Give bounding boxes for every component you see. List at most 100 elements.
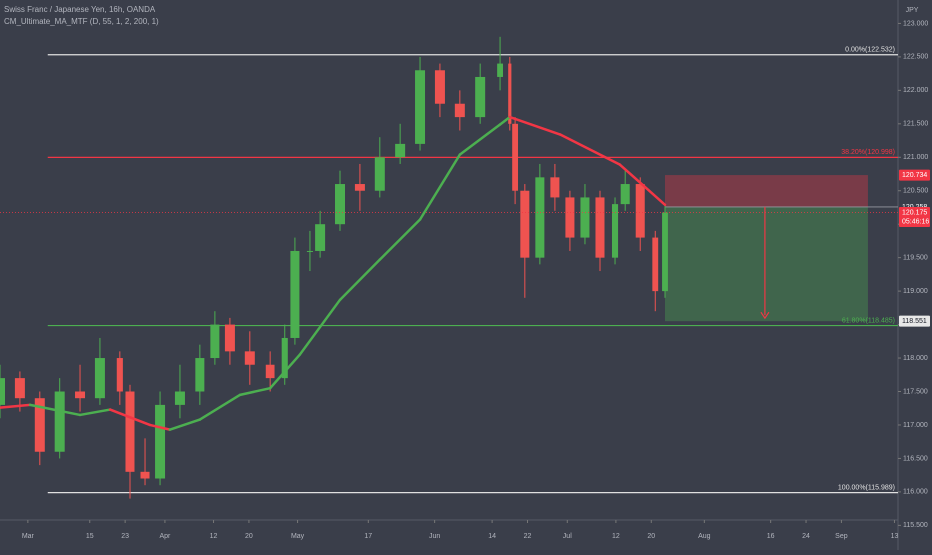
x-tick-label: Sep (835, 533, 848, 540)
fib-label: 100.00%(115.989) (838, 484, 895, 491)
x-tick-label: 24 (802, 533, 810, 540)
x-tick-label: 12 (612, 533, 620, 540)
arrow-head (760, 311, 770, 320)
candle-body (520, 190, 530, 258)
candle-body (374, 157, 385, 191)
x-tick-label: Jul (563, 533, 572, 540)
moving-average (378, 218, 422, 261)
moving-average (298, 298, 342, 356)
x-tick-label: 12 (210, 533, 218, 540)
x-tick-label: Mar (22, 533, 35, 540)
candle-body (224, 324, 235, 352)
stop-zone (664, 175, 868, 207)
candle-body (395, 143, 406, 158)
price-label-box (899, 315, 930, 327)
candle-body (475, 76, 486, 118)
candle-body (434, 70, 445, 104)
price-label-box (899, 169, 930, 181)
moving-average (498, 115, 512, 126)
y-tick-label: 121.000 (903, 154, 928, 161)
moving-average (0, 403, 32, 409)
candle-body (512, 123, 519, 191)
price-label: 120.175 (902, 209, 927, 216)
x-tick-label: Jun (429, 533, 440, 540)
candle-body (662, 212, 668, 292)
x-tick-label: Apr (159, 533, 171, 540)
moving-average (78, 408, 112, 417)
y-tick-label: 121.500 (903, 121, 928, 128)
y-tick-label: 117.500 (903, 388, 928, 395)
candle-body (611, 204, 619, 258)
fib-label: 61.80%(118.485) (842, 317, 895, 324)
candle-body (195, 358, 205, 392)
candle-body (454, 103, 465, 118)
price-label: 120.734 (902, 172, 927, 179)
moving-average (28, 403, 82, 417)
candle-body (354, 184, 365, 191)
x-tick-label: 20 (245, 533, 253, 540)
moving-average (418, 153, 462, 221)
countdown-label: 05:46:16 (902, 218, 929, 225)
candle-body (535, 177, 545, 258)
candle-body (75, 391, 86, 399)
moving-average (108, 408, 152, 427)
indicator-label: CM_Ultimate_MA_MTF (D, 55, 1, 2, 200, 1) (4, 17, 159, 26)
candle-body (281, 337, 288, 379)
candle-body (54, 391, 65, 452)
candle-body (94, 358, 105, 399)
x-tick-label: 15 (86, 533, 94, 540)
y-tick-label: 122.500 (903, 54, 928, 61)
y-tick-label: 116.500 (903, 455, 928, 462)
x-tick-label: 17 (364, 533, 372, 540)
candle-body (335, 184, 346, 225)
x-tick-label: 20 (647, 533, 655, 540)
x-tick-label: 13 (891, 533, 899, 540)
candle-body (155, 404, 166, 479)
y-tick-label: 116.000 (903, 489, 928, 496)
price-label: 118.551 (902, 318, 927, 325)
candle-body (34, 398, 45, 452)
candle-body (652, 237, 659, 292)
y-tick-label: 120.500 (903, 188, 928, 195)
candle-body (497, 63, 503, 77)
x-tick-label: 23 (121, 533, 129, 540)
fib-label: 38.20%(120.998) (841, 149, 895, 156)
candle-body (315, 224, 326, 251)
y-tick-label: 123.000 (903, 20, 928, 27)
candle-body (265, 364, 275, 379)
candle-body (595, 197, 605, 258)
candle-body (290, 250, 300, 338)
candle-body (140, 471, 150, 479)
candle-body (306, 250, 313, 252)
moving-average (168, 418, 202, 431)
x-tick-label: Aug (698, 533, 711, 540)
moving-average (198, 393, 242, 421)
moving-average (618, 163, 667, 207)
candle-body (14, 378, 25, 399)
moving-average (338, 258, 382, 302)
x-tick-label: 14 (488, 533, 496, 540)
target-zone (664, 206, 868, 322)
moving-average (458, 123, 502, 156)
candle-body (174, 391, 185, 405)
y-tick-label: 119.500 (903, 255, 928, 262)
chart-title: Swiss Franc / Japanese Yen, 16h, OANDA (4, 5, 156, 14)
candle-body (244, 351, 255, 365)
moving-average (558, 133, 622, 166)
y-tick-label: 118.000 (903, 355, 928, 362)
currency-label: JPY (906, 7, 919, 14)
y-tick-label: 115.500 (903, 522, 928, 529)
candle-body (580, 197, 590, 238)
candle-body (116, 358, 123, 392)
candle-body (415, 70, 426, 144)
moving-average (148, 423, 172, 431)
candle-body (565, 197, 575, 238)
candle-body (210, 324, 220, 359)
x-tick-label: 16 (767, 533, 775, 540)
price-label-box (899, 206, 930, 227)
candle-body (635, 184, 645, 238)
candle-body (550, 177, 560, 198)
y-tick-label: 122.000 (903, 87, 928, 94)
